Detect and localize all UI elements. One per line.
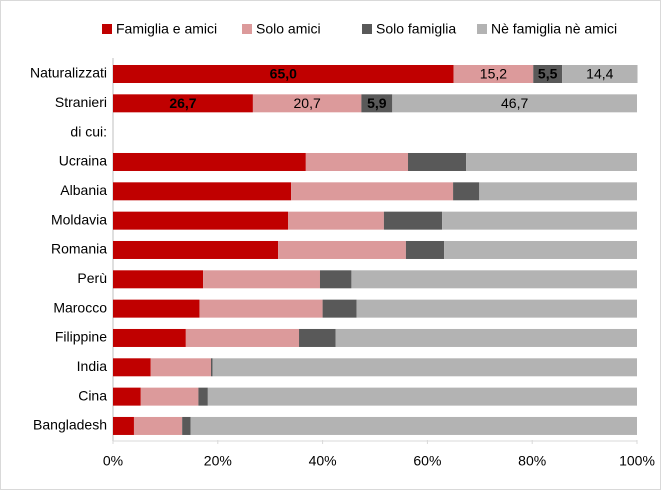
value-label: 15,2 [480,66,507,82]
bar-segment [408,152,467,171]
value-label: 5,5 [538,66,558,82]
value-label: 26,7 [169,95,196,111]
bar-segment [113,416,134,435]
y-tick-label: Marocco [53,299,107,315]
y-tick-label: Stranieri [55,94,107,110]
bar-segment [291,182,454,201]
legend-swatch [242,24,252,34]
bar-segment [113,182,292,201]
bar-segment [453,182,480,201]
x-tick-label: 100% [619,453,655,469]
bar-segment [113,94,253,113]
bar-segment [278,240,406,259]
x-tick-label: 0% [103,453,123,469]
bar-segment [198,387,208,406]
bar-segment [113,211,289,230]
value-label: 46,7 [501,95,528,111]
value-label: 65,0 [270,66,297,82]
y-tick-label: Filippine [55,329,107,345]
bar-segment [133,416,183,435]
bar-segment [113,387,141,406]
bar-segment [113,299,200,318]
y-tick-label: di cui: [70,123,107,139]
bar-segment [190,416,637,435]
bar-segment [210,358,213,377]
bar-segment [113,358,151,377]
legend-label: Solo amici [256,21,321,37]
value-label: 5,9 [367,95,387,111]
bar-segment [288,211,384,230]
x-tick-label: 20% [204,453,232,469]
bar-segment [562,65,638,83]
legend-swatch [102,24,112,34]
legend-label: Famiglia e amici [116,21,217,37]
value-label: 20,7 [294,95,321,111]
bar-segment [405,240,445,259]
y-tick-label: Naturalizzati [30,65,107,81]
bar-segment [356,299,637,318]
bar-segment [207,387,637,406]
x-tick-label: 80% [518,453,546,469]
bar-segment [466,152,637,171]
bar-segment [305,152,409,171]
y-tick-label: Ucraina [59,153,107,169]
x-tick-label: 60% [413,453,441,469]
bar-segment [140,387,199,406]
y-tick-label: Perù [77,270,107,286]
bar-segment [361,94,393,113]
bar-segment [444,240,637,259]
bar-segment [113,152,306,171]
bar-segment [351,270,637,289]
bar-segment [252,94,362,113]
legend-label: Solo famiglia [376,21,456,37]
y-tick-label: Cina [78,387,107,403]
bar-segment [533,65,563,83]
legend-swatch [477,24,487,34]
x-tick-label: 40% [309,453,337,469]
y-tick-label: Bangladesh [33,417,107,433]
bar-segment [299,328,336,347]
y-tick-label: Moldavia [51,211,107,227]
bar-segment [150,358,211,377]
bar-segment [185,328,300,347]
bar-segment [199,299,323,318]
bar-segment [392,94,637,113]
bar-segment [319,270,352,289]
bar-segment [113,65,454,83]
bar-segment [182,416,191,435]
bar-segment [442,211,637,230]
bar-segment [113,240,279,259]
bar-segment [383,211,443,230]
bar-segment [479,182,637,201]
y-tick-label: Albania [60,182,107,198]
bar-segment [113,270,204,289]
bar-segment [322,299,357,318]
legend-label: Nè famiglia nè amici [491,21,617,37]
legend-swatch [362,24,372,34]
bar-segment [453,65,534,83]
bar-segment [203,270,320,289]
value-label: 14,4 [586,66,613,82]
bar-segment [212,358,637,377]
y-tick-label: India [77,358,108,374]
y-tick-label: Romania [51,241,107,257]
bar-segment [335,328,637,347]
bar-segment [113,328,186,347]
